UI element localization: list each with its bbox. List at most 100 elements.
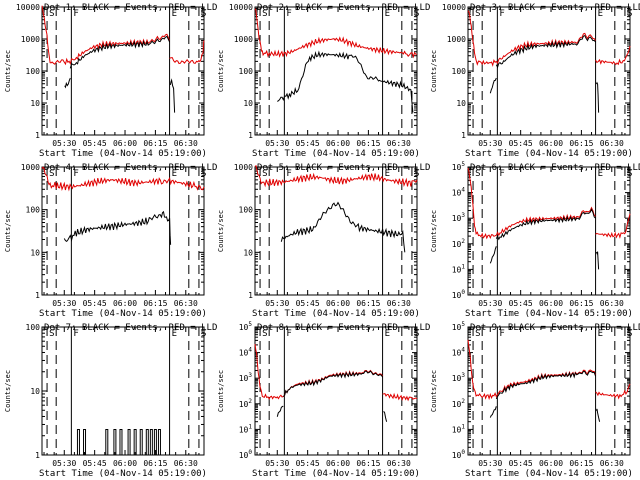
- marker-label: S: [414, 9, 419, 19]
- chart-title: Det 4: BLACK = Events, RED = LLD: [44, 163, 217, 173]
- series-line-lld: [595, 213, 631, 239]
- marker-label: F: [286, 9, 291, 19]
- y-axis-label: Counts/sec: [217, 210, 225, 252]
- plot-frame: [467, 326, 631, 456]
- y-tick-label: 100: [26, 67, 41, 76]
- marker-label: S: [475, 9, 480, 19]
- series-line-events: [63, 210, 172, 245]
- series-spike-events: [157, 429, 161, 455]
- y-tick-label: 1: [35, 291, 40, 300]
- x-tick-label: 05:45: [296, 299, 320, 308]
- marker-label: S: [262, 9, 267, 19]
- chart-title: Det 5: BLACK = Events, RED = LLD: [257, 163, 430, 173]
- chart-panel-det-9: Det 9: BLACK = Events, RED = LLD Counts/s…: [430, 321, 640, 479]
- x-tick-label: 06:15: [569, 459, 593, 468]
- y-tick-label: 1000: [21, 35, 40, 44]
- x-tick-label: 06:30: [600, 139, 624, 148]
- marker-label: E: [598, 169, 603, 179]
- y-tick-label: 10: [30, 387, 40, 396]
- y-tick-label: 1: [35, 131, 40, 140]
- x-axis-label: Start Time (04-Nov-14 05:19:00): [39, 469, 207, 479]
- x-tick-label: 06:30: [174, 139, 198, 148]
- y-tick-label: 10: [243, 248, 253, 257]
- x-tick-label: 05:30: [52, 459, 76, 468]
- y-tick-label: 1: [461, 131, 466, 140]
- chart-title: Det 2: BLACK = Events, RED = LLD: [257, 3, 430, 13]
- x-tick-label: 06:00: [539, 139, 563, 148]
- series-line-events: [280, 201, 406, 253]
- marker-label: S: [475, 329, 480, 339]
- y-tick-label: 1000: [234, 163, 253, 172]
- y-tick-label: 10000: [229, 3, 253, 12]
- marker-label: S: [414, 169, 419, 179]
- series-line-lld: [41, 166, 205, 192]
- y-tick-label: 100: [26, 206, 41, 215]
- x-tick-label: 06:30: [600, 459, 624, 468]
- y-tick-label: 105: [452, 321, 466, 332]
- series-line-lld: [254, 343, 384, 400]
- x-tick-label: 06:15: [143, 299, 167, 308]
- series-line-events: [595, 408, 601, 422]
- x-axis-label: Start Time (04-Nov-14 05:19:00): [39, 309, 207, 319]
- chart-panel-det-4: Det 4: BLACK = Events, RED = LLD Counts/s…: [4, 163, 217, 319]
- y-tick-label: 10: [456, 99, 466, 108]
- series-spike-events: [105, 429, 109, 455]
- marker-label: E: [385, 9, 390, 19]
- x-tick-label: 06:00: [539, 299, 563, 308]
- y-tick-label: 1000: [234, 35, 253, 44]
- series-spike-events: [127, 429, 131, 455]
- marker-label: E: [172, 9, 177, 19]
- y-tick-label: 104: [239, 347, 253, 358]
- y-tick-label: 100: [239, 206, 254, 215]
- marker-label: F: [73, 9, 78, 19]
- series-line-events: [495, 34, 596, 69]
- series-line-lld: [382, 392, 418, 402]
- y-tick-label: 100: [452, 449, 466, 460]
- series-spike-events: [139, 429, 143, 455]
- chart-title: Det 7: BLACK = Events, RED = LLD: [44, 323, 217, 333]
- marker-label: S: [414, 329, 419, 339]
- x-tick-label: 05:45: [509, 139, 533, 148]
- y-tick-label: 102: [452, 398, 466, 409]
- x-tick-label: 05:30: [478, 459, 502, 468]
- x-tick-label: 05:30: [52, 139, 76, 148]
- plot-frame: [467, 166, 631, 296]
- marker-label: F: [286, 329, 291, 339]
- y-tick-label: 100: [452, 67, 467, 76]
- x-tick-label: 05:45: [296, 459, 320, 468]
- y-tick-label: 101: [452, 263, 466, 274]
- series-spike-events: [113, 429, 117, 455]
- marker-label: S: [49, 169, 54, 179]
- x-tick-label: 06:00: [326, 139, 350, 148]
- x-tick-label: 05:45: [83, 459, 107, 468]
- series-spike-events: [133, 429, 137, 455]
- x-tick-label: 06:15: [569, 139, 593, 148]
- x-tick-label: 06:15: [143, 139, 167, 148]
- chart-panel-det-6: Det 6: BLACK = Events, RED = LLD Counts/s…: [430, 161, 640, 319]
- y-tick-label: 102: [452, 238, 466, 249]
- chart-panel-det-7: Det 7: BLACK = Events, RED = LLD Counts/s…: [4, 323, 217, 479]
- y-axis-label: Counts/sec: [217, 370, 225, 412]
- y-axis-label: Counts/sec: [430, 210, 438, 252]
- y-tick-label: 103: [452, 212, 466, 223]
- series-line-events: [595, 81, 600, 113]
- series-line-events: [495, 208, 596, 241]
- x-tick-label: 06:15: [569, 299, 593, 308]
- x-tick-label: 06:30: [174, 459, 198, 468]
- marker-label: S: [627, 9, 632, 19]
- series-spike-events: [83, 429, 87, 455]
- marker-label: S: [627, 329, 632, 339]
- y-tick-label: 10: [243, 99, 253, 108]
- y-axis-label: Counts/sec: [430, 50, 438, 92]
- x-tick-label: 05:30: [265, 459, 289, 468]
- chart-title: Det 1: BLACK = Events, RED = LLD: [44, 3, 217, 13]
- series-line-lld: [169, 40, 205, 65]
- plot-frame: [254, 326, 418, 456]
- x-axis-label: Start Time (04-Nov-14 05:19:00): [252, 149, 420, 159]
- marker-label: E: [385, 169, 390, 179]
- x-tick-label: 05:45: [509, 299, 533, 308]
- chart-title: Det 9: BLACK = Events, RED = LLD: [470, 323, 640, 333]
- series-line-lld: [595, 45, 631, 66]
- y-tick-label: 1: [248, 131, 253, 140]
- series-line-lld: [467, 10, 597, 67]
